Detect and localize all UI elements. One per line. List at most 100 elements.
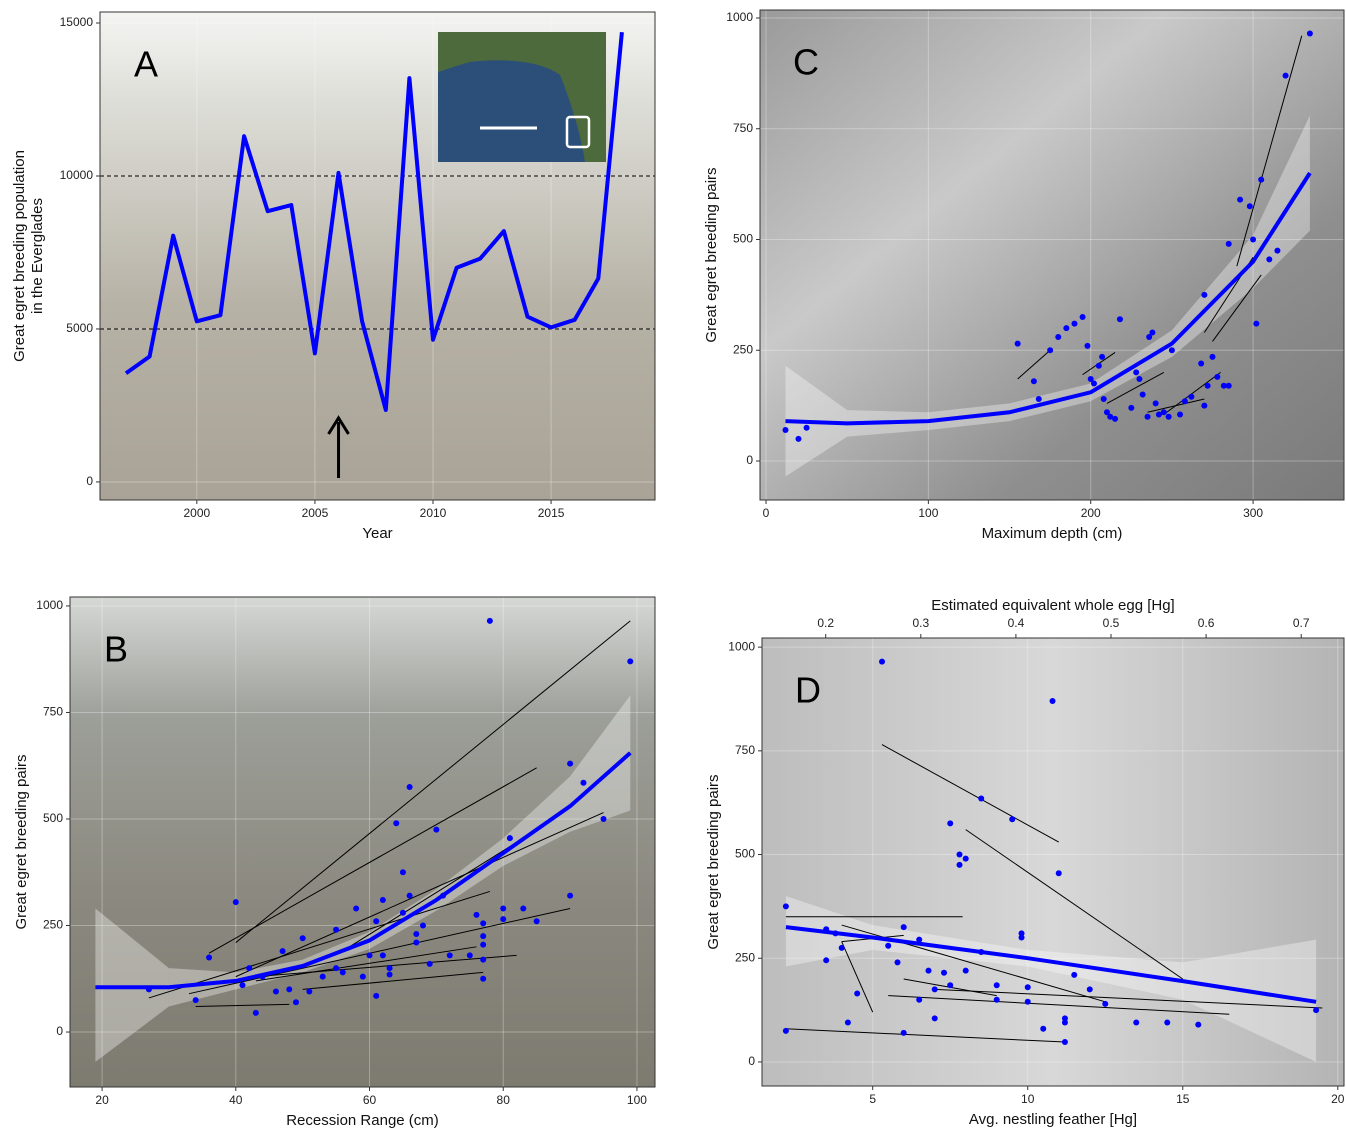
data-point: [206, 954, 213, 961]
data-point: [782, 427, 789, 433]
plot-frame: [761, 637, 1345, 1087]
x-tick-label: 100: [918, 506, 938, 520]
data-point: [1160, 409, 1167, 416]
confidence-band: [570, 695, 631, 832]
x-tick-label: 5: [869, 1092, 876, 1106]
data-point: [1014, 340, 1021, 347]
panel-label: B: [104, 629, 128, 670]
data-point: [900, 924, 907, 931]
data-point: [1018, 934, 1025, 941]
data-point: [1071, 971, 1078, 978]
data-point: [1018, 930, 1025, 937]
plot-frame: [99, 11, 656, 501]
y-tick-label: 10000: [60, 168, 94, 182]
y-tick-label: 1000: [726, 10, 753, 24]
data-point: [1201, 402, 1208, 409]
data-point: [1040, 1025, 1047, 1032]
data-point: [1086, 986, 1093, 993]
plot-background: [762, 638, 1344, 1086]
data-point: [259, 973, 266, 980]
data-point: [433, 826, 440, 833]
trend-line: [785, 925, 1317, 1004]
data-point: [782, 1027, 789, 1034]
data-point: [1133, 369, 1140, 376]
data-point: [956, 861, 963, 868]
plot-area: [760, 10, 1344, 500]
panel-label: A: [134, 44, 158, 85]
data-point: [319, 973, 326, 980]
data-point: [399, 869, 406, 876]
plot-area: [70, 597, 655, 1087]
y-tick-label: 5000: [66, 321, 93, 335]
data-point: [931, 986, 938, 993]
y-axis-title: Great egret breeding pairs: [705, 774, 722, 949]
data-point: [393, 820, 400, 827]
data-point: [978, 795, 985, 802]
y-tick-label: 500: [735, 847, 755, 861]
colony-fit-line: [934, 988, 1323, 1009]
confidence-band: [872, 925, 1028, 967]
data-point: [832, 930, 839, 937]
data-point: [1128, 404, 1135, 411]
x-tick-label: 20: [1331, 1092, 1345, 1106]
data-point: [1253, 320, 1260, 327]
data-point: [894, 959, 901, 966]
data-point: [333, 926, 340, 933]
data-point: [1198, 360, 1205, 367]
x-axis-title: Maximum depth (cm): [982, 525, 1123, 542]
data-point: [239, 982, 246, 989]
data-point: [192, 997, 199, 1004]
data-point: [520, 905, 527, 912]
data-point: [823, 926, 830, 933]
data-point: [473, 911, 480, 918]
data-point: [1313, 1007, 1320, 1014]
data-point: [272, 988, 279, 995]
colony-fit-line: [1106, 371, 1165, 404]
data-point: [1152, 400, 1159, 407]
colony-fit-line: [785, 1028, 1065, 1043]
plot-area: [100, 12, 655, 500]
plot-frame: [69, 596, 656, 1088]
data-point: [252, 1009, 259, 1016]
data-point: [1100, 395, 1107, 402]
data-point: [962, 855, 969, 862]
data-point: [1237, 196, 1244, 203]
inset-focus-box: [565, 115, 591, 149]
data-point: [420, 922, 427, 929]
plot-frame: [759, 9, 1345, 501]
data-point: [1047, 347, 1054, 354]
x-tick-label: 300: [1243, 506, 1263, 520]
data-point: [1144, 413, 1151, 420]
colony-fit-line: [1163, 372, 1221, 415]
confidence-band: [95, 908, 169, 1062]
data-point: [1165, 413, 1172, 420]
y-axis-title: Great egret breeding population: [11, 150, 28, 362]
plot-background: [70, 597, 655, 1087]
data-point: [1201, 291, 1208, 298]
data-point: [1116, 316, 1123, 323]
y-tick-label: 250: [43, 918, 63, 932]
data-point: [406, 892, 413, 899]
data-point: [803, 424, 810, 431]
colony-fit-line: [1236, 35, 1303, 267]
data-point: [854, 990, 861, 997]
data-point: [1204, 382, 1211, 389]
data-point: [373, 918, 380, 925]
data-point: [333, 965, 340, 972]
x-tick-label: 2010: [420, 506, 447, 520]
x-tick-label: 15: [1176, 1092, 1190, 1106]
colony-fit-line: [148, 890, 491, 999]
data-point: [1195, 1021, 1202, 1028]
data-point: [1133, 1019, 1140, 1026]
data-point: [306, 988, 313, 995]
y-tick-label: 750: [733, 121, 753, 135]
data-point: [399, 909, 406, 916]
data-point: [1274, 247, 1281, 254]
y-tick-label: 0: [746, 453, 753, 467]
arrow-head: [327, 415, 350, 435]
y-tick-label: 500: [733, 232, 753, 246]
data-point: [413, 931, 420, 938]
data-point: [1258, 176, 1265, 183]
data-point: [1146, 333, 1153, 340]
data-point: [1024, 984, 1031, 991]
